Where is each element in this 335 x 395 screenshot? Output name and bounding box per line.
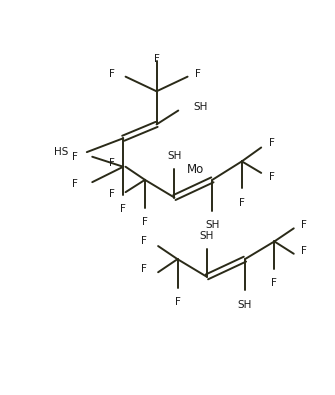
Text: F: F	[302, 220, 308, 229]
Text: F: F	[141, 237, 147, 246]
Text: F: F	[154, 54, 159, 64]
Text: F: F	[239, 198, 245, 207]
Text: F: F	[271, 278, 277, 288]
Text: F: F	[175, 297, 181, 307]
Text: Mo: Mo	[187, 163, 204, 175]
Text: F: F	[141, 264, 147, 274]
Text: F: F	[302, 246, 308, 256]
Text: HS: HS	[54, 147, 68, 157]
Text: F: F	[109, 189, 115, 199]
Text: F: F	[269, 138, 275, 148]
Text: F: F	[269, 172, 275, 182]
Text: SH: SH	[200, 231, 214, 241]
Text: SH: SH	[238, 300, 252, 310]
Text: F: F	[72, 152, 77, 162]
Text: SH: SH	[205, 220, 219, 230]
Text: F: F	[195, 69, 200, 79]
Text: SH: SH	[167, 151, 182, 162]
Text: F: F	[109, 69, 115, 79]
Text: F: F	[109, 158, 115, 168]
Text: SH: SH	[193, 102, 207, 113]
Text: F: F	[72, 179, 77, 190]
Text: F: F	[142, 217, 148, 227]
Text: F: F	[120, 205, 126, 214]
